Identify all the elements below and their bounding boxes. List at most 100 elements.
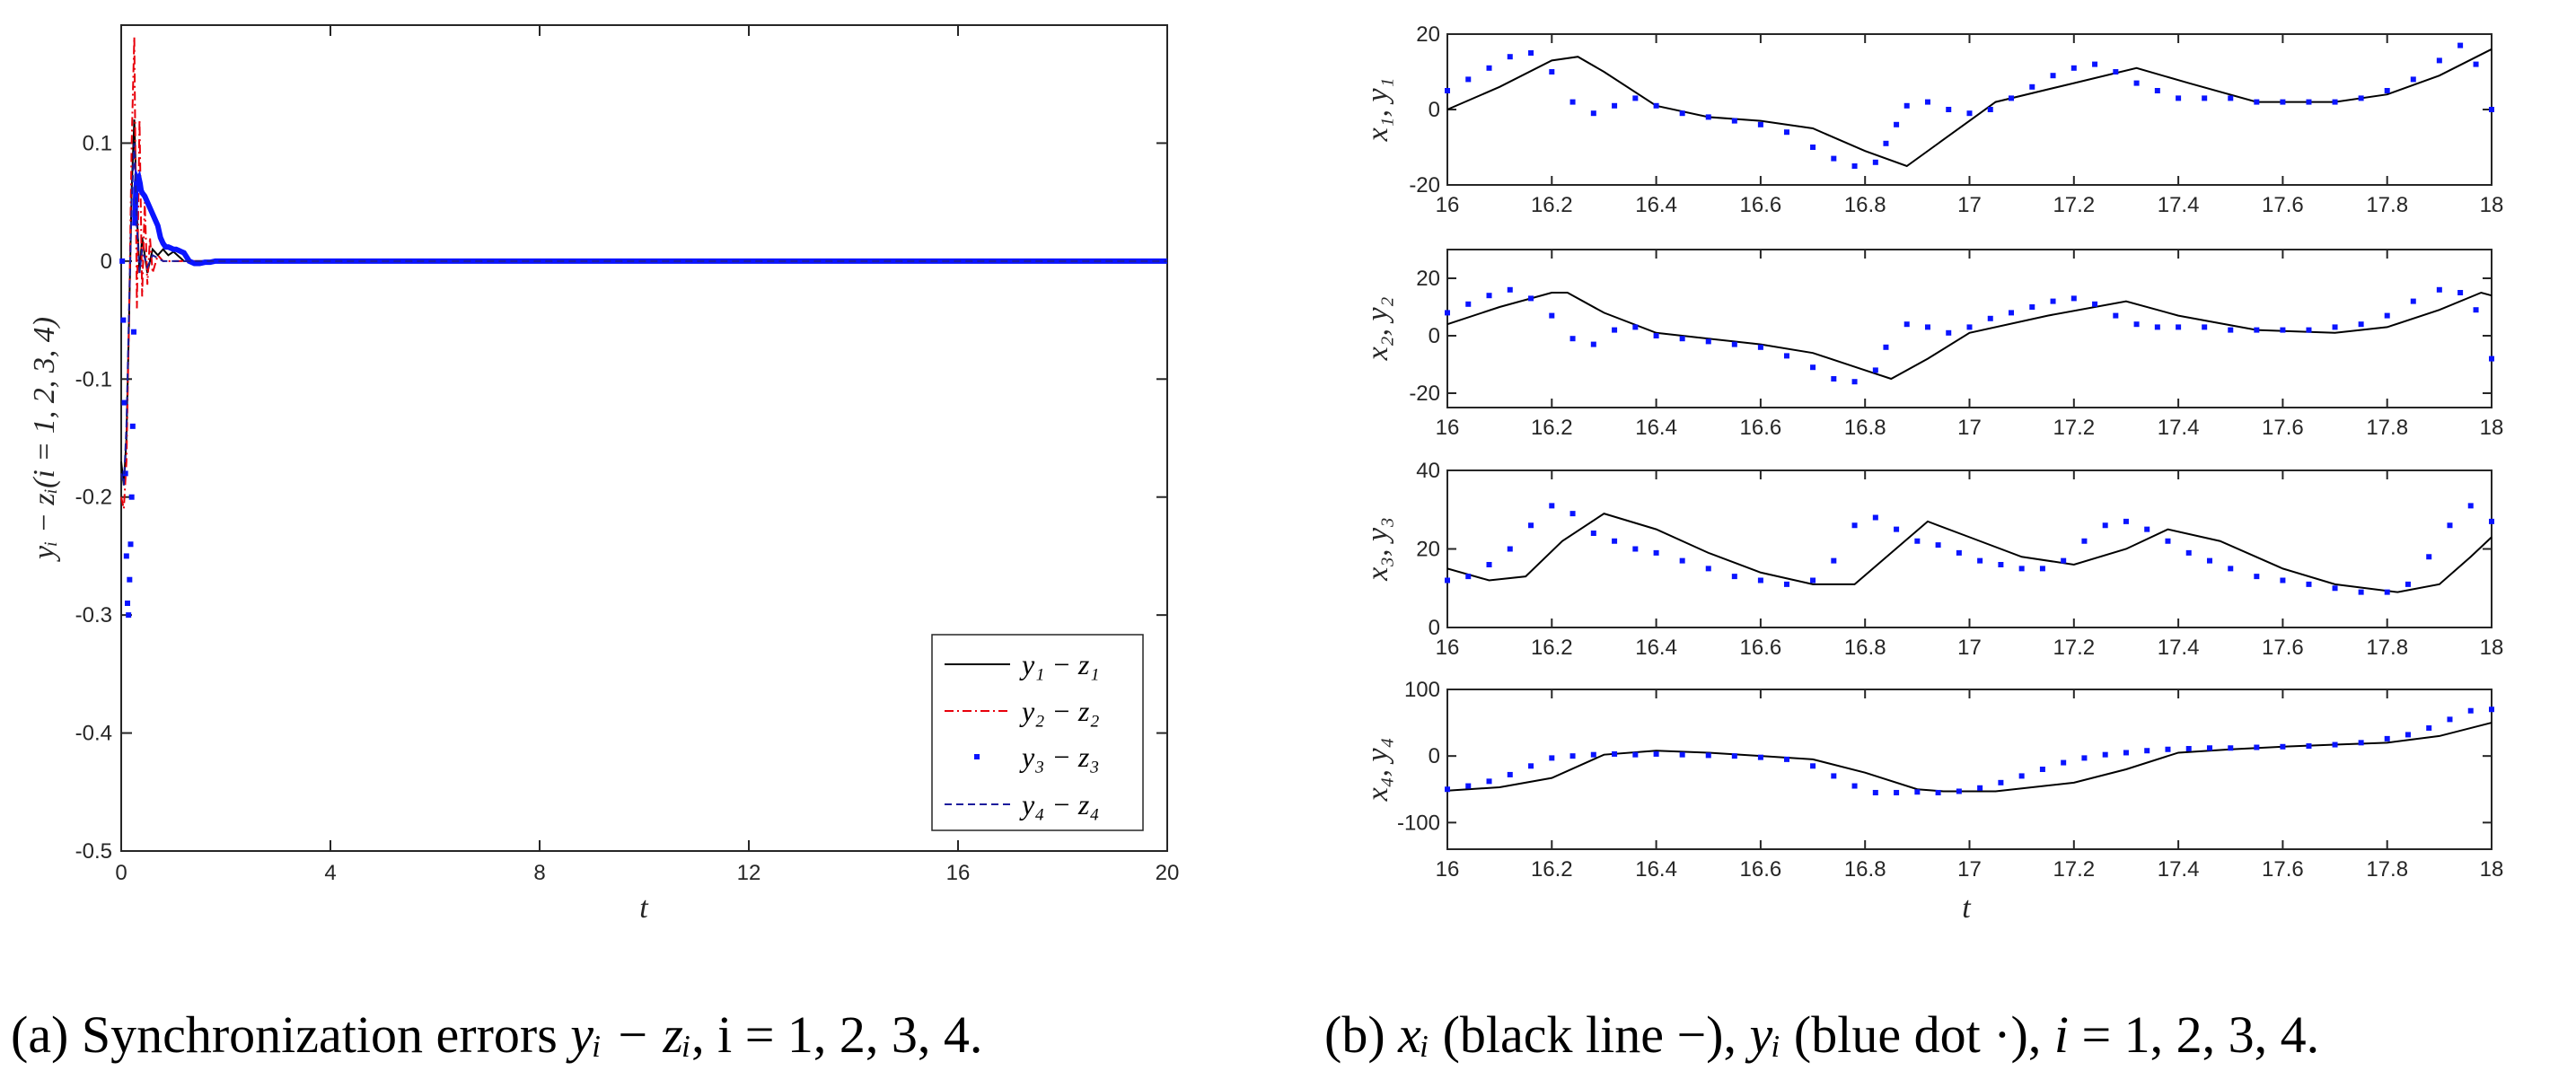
- subplot-1-y-dot: [1507, 54, 1513, 60]
- subplot-4-y-dot: [1445, 786, 1450, 793]
- subplot-3-y-dot: [1810, 577, 1816, 583]
- subplot-3-y-dot: [1549, 503, 1555, 509]
- caption-b-prefix: (b): [1324, 1005, 1398, 1064]
- subplot-2-y-dot: [2092, 301, 2098, 307]
- caption-a-prefix: (a) Synchronization errors: [11, 1005, 570, 1064]
- subplot-3-y-dot: [2123, 518, 2129, 524]
- subplot-1-y-dot: [1810, 145, 1816, 150]
- subplot-4-y-dot: [1465, 783, 1472, 789]
- subplot-2-y-dot: [1966, 324, 1973, 330]
- subplot-4-y-dot: [1998, 779, 2004, 785]
- subplot-4-y-dot: [2061, 759, 2067, 766]
- subplot-1-y-dot: [2176, 95, 2182, 101]
- panel-a-ytick-label: 0: [101, 250, 112, 274]
- series-4-line: [120, 143, 1167, 486]
- subplot-4-y-dot: [2447, 716, 2453, 723]
- subplot-2-y-dot: [2009, 310, 2015, 316]
- subplot-4-y-dot: [2358, 740, 2364, 746]
- panel-a-ytick-label: -0.4: [75, 722, 112, 746]
- subplot-2-y-dot: [1757, 344, 1763, 350]
- subplot-1-y-dot: [2113, 69, 2119, 75]
- subplot-1-axes-box: [1446, 33, 2492, 186]
- subplot-1-y-dot: [2202, 95, 2208, 101]
- subplot-4-y-dot: [2426, 725, 2432, 732]
- subplot-1-y-dot: [2070, 65, 2077, 71]
- subplot-4-y-dot: [2123, 750, 2129, 756]
- subplot-4-y-dot: [2467, 707, 2474, 714]
- subplot-2-y-dot: [1465, 301, 1472, 307]
- subplot-4-y-dot: [1731, 753, 1737, 759]
- subplot-1-y-dot: [2254, 99, 2260, 105]
- subplot-3-y-dot: [2426, 554, 2432, 560]
- subplot-2-y-dot: [2332, 324, 2338, 330]
- panel-a-xtick-label: 0: [115, 861, 127, 885]
- subplot-4-y-dot: [1894, 789, 1900, 795]
- panel-a-ticks: 0 4 8 12 16 20 -0.5 -0.4 -0.3 -0.2 -0.1 0 0.1: [75, 25, 1179, 885]
- subplot-3-y-dot: [2018, 566, 2025, 572]
- subplot-1-y-dot: [2050, 73, 2056, 79]
- subplot-4-y-dot: [2144, 748, 2150, 754]
- subplot-3-y-dot: [1679, 557, 1685, 564]
- subplot-2-y-dot: [2280, 327, 2286, 333]
- subplot-2-y-dot: [1924, 324, 1930, 330]
- caption-a: (a) Synchronization errors yᵢ − zᵢ, i = …: [11, 1005, 982, 1064]
- subplot-2-y-dot: [1590, 341, 1596, 347]
- subplot-4-y-dot: [2185, 746, 2192, 752]
- subplot-1-y-dot: [1924, 99, 1930, 105]
- subplot-1-y-dot: [1679, 110, 1685, 117]
- subplot-3-y-dot: [1528, 522, 1534, 529]
- subplot-1-y-dot: [2473, 61, 2479, 67]
- subplot-2-y-dot: [2050, 298, 2056, 304]
- subplot-3-y-dot: [1445, 577, 1450, 583]
- subplot-1-y-dot: [1632, 95, 1639, 101]
- subplot-4-y-dot: [1507, 771, 1513, 777]
- subplot-2: 16 16.2 16.4 16.6 16.8 17 17.2 17.4 17.6 17.8 18 -2…: [1361, 249, 2503, 440]
- series-3-point: [127, 541, 134, 548]
- subplot-4-y-dot: [2081, 755, 2088, 761]
- subplot-xtick-label: 16.4: [1635, 416, 1677, 440]
- caption-b-math3: i: [2054, 1005, 2069, 1064]
- subplot-2-y-dot: [2029, 304, 2035, 310]
- subplot-4-y-dot: [1653, 750, 1659, 757]
- subplot-4-y-dot: [1872, 789, 1878, 795]
- subplot-4-y-dot: [2384, 735, 2390, 741]
- series-3-point: [122, 470, 128, 477]
- subplot-3-y-dot: [1705, 566, 1711, 572]
- subplot-2-y-dot: [1549, 312, 1555, 319]
- subplot-2-y-dot: [1653, 333, 1659, 338]
- subplot-3-y-dot: [2039, 566, 2045, 572]
- subplot-1-y-dot: [1569, 99, 1576, 105]
- subplot-2-y-dot: [1569, 336, 1576, 342]
- subplot-4-y-dot: [2039, 767, 2045, 772]
- subplot-4-y-dot: [2206, 745, 2212, 751]
- subplot-1-y-dot: [1946, 107, 1952, 112]
- subplot-xtick-label: 17.4: [2158, 857, 2200, 882]
- subplot-2-y-dot: [1946, 329, 1952, 336]
- subplot-4-y-dot: [1851, 783, 1858, 789]
- subplot-1-y-dot: [1486, 65, 1492, 71]
- series-3-point: [124, 601, 130, 606]
- caption-b-math2: yᵢ: [1745, 1005, 1780, 1064]
- subplot-3-y-dot: [2228, 566, 2234, 572]
- subplot-2-y-dot: [2473, 307, 2479, 313]
- panel-a-xtick-label: 4: [324, 861, 336, 885]
- subplot-1-y-dot: [2009, 95, 2015, 101]
- panel-a: 0 4 8 12 16 20 -0.5 -0.4 -0.3 -0.2 -0.1 0 0.1 t yᵢ −…: [11, 24, 1179, 1064]
- subplot-3-y-dot: [2306, 581, 2312, 587]
- caption-b-mid2: (blue dot ·),: [1780, 1005, 2053, 1064]
- subplot-1-y-dot: [1705, 114, 1711, 120]
- subplot-xtick-label: 17: [1957, 416, 1982, 440]
- subplot-4-x-line: [1446, 722, 2492, 793]
- subplot-4-axes-box: [1446, 689, 2492, 850]
- panel-a-xtick-label: 16: [946, 861, 971, 885]
- subplot-3-axes-box: [1446, 469, 2492, 628]
- subplot-2-y-dot: [1872, 367, 1878, 373]
- subplot-4: 16 16.2 16.4 16.6 16.8 17 17.2 17.4 17.6 17.8 18 -1…: [1361, 678, 2503, 882]
- subplot-xtick-label: 17: [1957, 636, 1982, 660]
- subplot-1-y-dot: [1883, 140, 1889, 146]
- subplot-3-y-dot: [1653, 549, 1659, 556]
- subplot-3-y-dot: [2405, 581, 2411, 587]
- subplot-4-y-dot: [2018, 773, 2025, 779]
- subplot-xtick-label: 16.8: [1844, 416, 1886, 440]
